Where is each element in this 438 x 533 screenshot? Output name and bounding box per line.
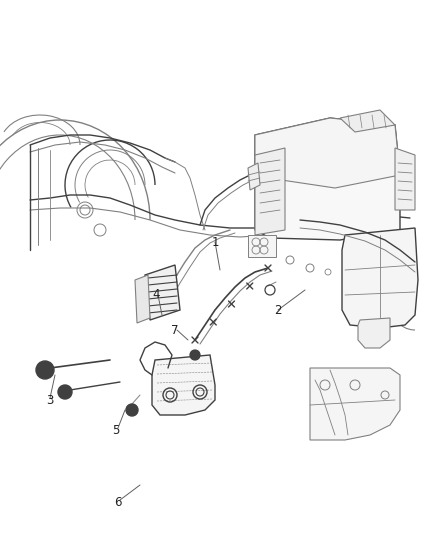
Polygon shape (145, 265, 180, 320)
Bar (248, 235, 276, 257)
Circle shape (190, 350, 200, 360)
Polygon shape (310, 368, 400, 440)
Text: 1: 1 (211, 236, 219, 248)
Text: 6: 6 (114, 496, 122, 508)
Polygon shape (248, 163, 260, 190)
Polygon shape (340, 110, 395, 132)
Polygon shape (255, 118, 400, 188)
Polygon shape (135, 275, 150, 323)
Polygon shape (255, 118, 400, 240)
Polygon shape (152, 355, 215, 415)
Circle shape (58, 385, 72, 399)
Circle shape (36, 361, 54, 379)
Text: 4: 4 (152, 288, 160, 302)
Polygon shape (342, 228, 418, 328)
Text: 2: 2 (274, 303, 282, 317)
Polygon shape (358, 318, 390, 348)
Circle shape (126, 404, 138, 416)
Polygon shape (255, 148, 285, 235)
Text: 5: 5 (112, 424, 120, 437)
Text: 3: 3 (46, 393, 54, 407)
Text: 7: 7 (171, 324, 179, 336)
Polygon shape (395, 148, 415, 210)
